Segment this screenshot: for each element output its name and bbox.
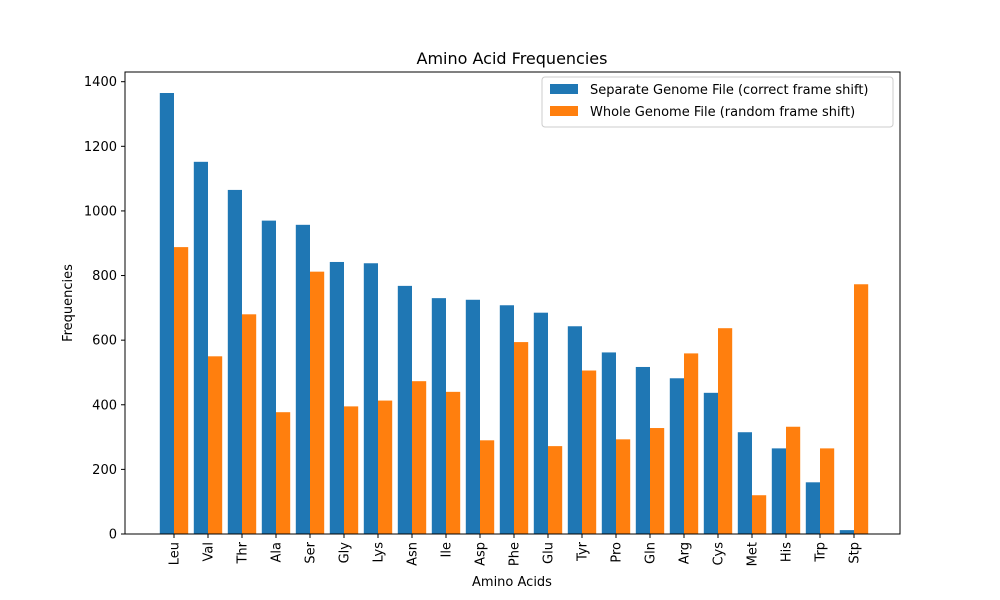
bar-leu-series-1	[159, 93, 174, 534]
bar-asn-series-1	[397, 285, 412, 534]
bar-gln-series-2	[650, 428, 665, 534]
bar-gly-series-1	[329, 261, 344, 534]
x-tick-label: His	[780, 542, 795, 562]
bar-ala-series-1	[261, 220, 276, 534]
x-tick-label: Stp	[848, 542, 863, 564]
x-tick-label: Thr	[236, 541, 251, 564]
bar-arg-series-1	[669, 378, 684, 534]
y-tick-label: 1400	[84, 75, 117, 90]
bar-his-series-1	[771, 448, 786, 534]
x-tick-label: Leu	[168, 542, 183, 565]
x-tick-label: Gly	[338, 542, 353, 564]
y-tick-label: 1000	[84, 204, 117, 219]
bar-thr-series-1	[227, 189, 242, 535]
bar-asn-series-2	[412, 381, 427, 534]
legend-box	[541, 76, 894, 128]
bar-glu-series-2	[548, 446, 563, 534]
x-tick-label: Ile	[440, 542, 455, 557]
x-tick-label: Val	[202, 542, 217, 561]
y-tick-label: 1200	[84, 140, 117, 155]
y-axis-ticks: 0 200 400 600 800 1000 1200 1400	[84, 75, 125, 543]
legend-swatch-series-2	[550, 106, 578, 116]
legend-swatch-series-1	[550, 84, 578, 94]
x-tick-label: Pro	[610, 542, 625, 563]
legend-label-series-2: Whole Genome File (random frame shift)	[590, 105, 855, 120]
x-tick-label: Lys	[372, 542, 387, 563]
x-tick-label: Met	[746, 542, 761, 566]
bar-his-series-2	[786, 426, 801, 534]
y-tick-label: 800	[92, 269, 117, 284]
legend: Separate Genome File (correct frame shif…	[541, 76, 894, 128]
bar-stp-series-2	[854, 284, 869, 534]
bar-gly-series-2	[344, 406, 359, 534]
bar-arg-series-2	[684, 353, 699, 534]
bar-phe-series-2	[514, 342, 529, 534]
x-tick-label: Cys	[712, 542, 727, 566]
bar-lys-series-2	[378, 400, 393, 534]
bar-trp-series-1	[805, 482, 820, 534]
bar-pro-series-1	[601, 352, 616, 534]
bar-pro-series-2	[616, 439, 631, 534]
y-axis-label: Frequencies	[61, 264, 76, 342]
bar-tyr-series-2	[582, 370, 597, 534]
bar-ile-series-2	[446, 391, 461, 534]
bar-lys-series-1	[363, 263, 378, 534]
chart-title: Amino Acid Frequencies	[417, 49, 608, 68]
x-tick-label: Ala	[270, 542, 285, 562]
y-tick-label: 600	[92, 334, 117, 349]
bar-trp-series-2	[820, 448, 835, 534]
bar-thr-series-2	[242, 314, 257, 534]
x-tick-label: Ser	[304, 541, 319, 563]
x-tick-label: Asp	[474, 542, 489, 566]
bar-met-series-2	[752, 495, 767, 534]
x-tick-label: Arg	[678, 542, 693, 564]
bars-group	[159, 93, 869, 535]
bar-leu-series-2	[174, 247, 189, 535]
y-tick-label: 400	[92, 398, 117, 413]
legend-label-series-1: Separate Genome File (correct frame shif…	[590, 83, 869, 98]
x-axis-label: Amino Acids	[472, 575, 552, 590]
bar-val-series-2	[208, 356, 223, 534]
x-tick-label: Glu	[542, 542, 557, 564]
x-tick-label: Gln	[644, 542, 659, 564]
x-tick-label: Phe	[508, 542, 523, 566]
bar-met-series-1	[737, 432, 752, 534]
x-tick-label: Asn	[406, 542, 421, 566]
y-tick-label: 0	[109, 528, 117, 543]
bar-val-series-1	[193, 161, 208, 534]
bar-ile-series-1	[431, 298, 446, 534]
bar-gln-series-1	[635, 366, 650, 534]
plot-frame	[124, 71, 901, 535]
bar-ser-series-2	[310, 271, 325, 534]
bar-cys-series-2	[718, 328, 733, 534]
bar-asp-series-2	[480, 440, 495, 534]
x-tick-label: Trp	[814, 542, 829, 563]
x-tick-label: Tyr	[576, 541, 591, 562]
bar-ala-series-2	[276, 412, 291, 534]
bar-stp-series-1	[839, 530, 854, 534]
bar-phe-series-1	[499, 305, 514, 534]
bar-glu-series-1	[533, 312, 548, 534]
bar-ser-series-1	[295, 224, 310, 534]
bar-cys-series-1	[703, 392, 718, 534]
y-tick-label: 200	[92, 463, 117, 478]
x-axis-ticks: Leu Val Thr Ala Ser Gly Lys Asn Ile Asp Phe Glu Tyr P…	[168, 534, 863, 566]
bar-tyr-series-1	[567, 326, 582, 534]
bar-asp-series-1	[465, 299, 480, 534]
